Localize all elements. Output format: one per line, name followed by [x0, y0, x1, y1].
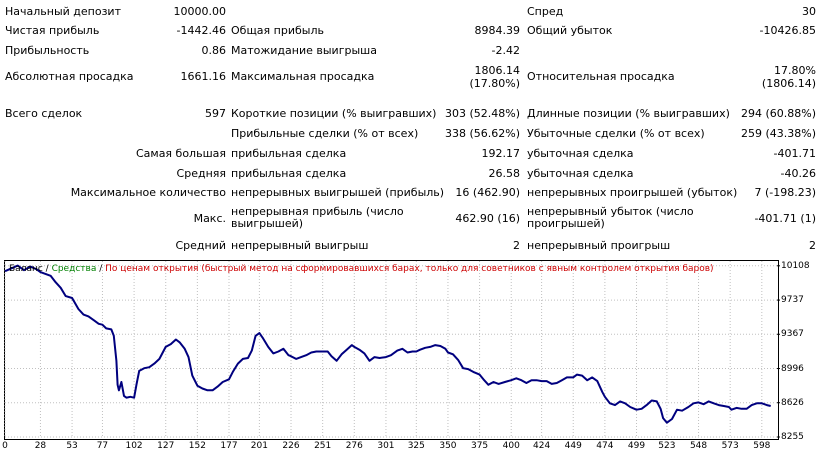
max-cons-losses-value: 7 (-198.23) — [754, 186, 816, 199]
y-tick-label: 9737 — [781, 295, 804, 306]
expected-payoff-label: Матожидание выигрыша — [231, 44, 377, 57]
spread-value: 30 — [802, 5, 816, 18]
gross-profit-value: 8984.39 — [474, 24, 521, 37]
rel-drawdown-amount: (1806.14) — [761, 77, 816, 90]
gross-loss-label: Общий убыток — [527, 24, 613, 37]
legend-separator-1: / — [42, 264, 52, 274]
max-cons-profit-label: непрерывная прибыль (число выигрышей) — [231, 205, 404, 230]
x-tick-label: 449 — [564, 441, 582, 451]
spread-label: Спред — [527, 5, 564, 18]
max-drawdown-label: Максимальная просадка — [231, 70, 375, 83]
short-positions-value: 303 (52.48%) — [444, 107, 520, 120]
x-tick-label: 375 — [470, 441, 489, 451]
average-profit-label: прибыльная сделка — [231, 167, 347, 180]
net-profit-label: Чистая прибыль — [5, 24, 100, 37]
x-tick-label: 127 — [157, 441, 175, 451]
x-tick-label: 301 — [377, 441, 395, 451]
total-trades-value: 597 — [205, 107, 226, 120]
chart-legend: Баланс / Средства / По ценам открытия (б… — [9, 264, 714, 275]
legend-separator-2: / — [96, 264, 106, 274]
avg-label: Средний — [175, 239, 226, 252]
x-tick-label: 251 — [314, 441, 332, 451]
largest-loss-label: убыточная сделка — [527, 147, 634, 160]
max-cons-wins-label: непрерывных выигрышей (прибыль) — [231, 186, 445, 199]
balance-series-line — [4, 264, 771, 424]
x-tick-label: 598 — [753, 441, 771, 451]
avg-cons-losses-label: непрерывный проигрыш — [527, 239, 671, 252]
x-tick-label: 474 — [596, 441, 614, 451]
y-tick-label: 8255 — [781, 432, 804, 442]
y-tick-label: 8626 — [781, 397, 804, 408]
x-tick-label: 0 — [2, 441, 8, 451]
x-tick-label: 424 — [533, 441, 551, 451]
max-count-label: Максимальное количество — [70, 186, 226, 199]
y-tick-label: 9367 — [781, 329, 804, 340]
largest-profit-value: 192.17 — [481, 147, 521, 160]
x-tick-label: 28 — [34, 441, 47, 451]
avg-cons-wins-value: 2 — [513, 239, 520, 252]
abs-drawdown-value: 1661.16 — [180, 70, 227, 83]
average-profit-value: 26.58 — [488, 167, 521, 180]
gross-profit-label: Общая прибыль — [231, 24, 324, 37]
rel-drawdown-label: Относительная просадка — [527, 70, 675, 83]
total-trades-label: Всего сделок — [5, 107, 83, 120]
x-tick-label: 201 — [250, 441, 268, 451]
gross-loss-value: -10426.85 — [759, 24, 816, 37]
x-tick-label: 548 — [689, 441, 708, 451]
profit-factor-value: 0.86 — [201, 44, 227, 57]
max-cons-loss-label: непрерывный убыток (число проигрышей) — [527, 205, 694, 230]
rel-drawdown-value: 17.80% — [774, 64, 816, 77]
largest-loss-value: -401.71 — [773, 147, 816, 160]
max-cons-loss-value: -401.71 (1) — [754, 212, 816, 225]
average-loss-value: -40.26 — [780, 167, 816, 180]
max-drawdown-value: 1806.14 — [474, 64, 521, 77]
y-tick-label: 10108 — [781, 260, 810, 271]
x-tick-label: 102 — [125, 441, 143, 451]
net-profit-value: -1442.46 — [176, 24, 226, 37]
x-tick-label: 325 — [407, 441, 425, 451]
x-tick-label: 499 — [627, 441, 646, 451]
largest-label: Самая большая — [135, 147, 226, 160]
legend-method: По ценам открытия (быстрый метод на сфор… — [105, 264, 714, 274]
x-tick-label: 152 — [188, 441, 206, 451]
x-tick-label: 276 — [345, 441, 363, 451]
avg-cons-losses-value: 2 — [809, 239, 816, 252]
profit-factor-label: Прибыльность — [5, 44, 90, 57]
profit-trades-value: 338 (56.62%) — [444, 127, 520, 140]
initial-deposit-label: Начальный депозит — [5, 5, 121, 18]
expected-payoff-value: -2.42 — [491, 44, 520, 57]
x-tick-label: 226 — [282, 441, 300, 451]
initial-deposit-value: 10000.00 — [173, 5, 227, 18]
x-tick-label: 53 — [66, 441, 78, 451]
y-tick-label: 8996 — [781, 363, 804, 374]
average-loss-label: убыточная сделка — [527, 167, 634, 180]
max-cons-profit-value: 462.90 (16) — [455, 212, 520, 225]
abs-drawdown-label: Абсолютная просадка — [5, 70, 134, 83]
x-tick-label: 523 — [658, 441, 676, 451]
x-tick-label: 400 — [502, 441, 520, 451]
legend-equity: Средства — [51, 264, 97, 274]
largest-profit-label: прибыльная сделка — [231, 147, 347, 160]
max-label: Макс. — [193, 212, 226, 225]
long-positions-value: 294 (60.88%) — [740, 107, 816, 120]
max-drawdown-percent: (17.80%) — [469, 77, 520, 90]
max-cons-losses-label: непрерывных проигрышей (убыток) — [527, 186, 738, 199]
profit-trades-label: Прибыльные сделки (% от всех) — [231, 127, 419, 140]
balance-chart — [4, 260, 779, 440]
x-tick-label: 350 — [439, 441, 457, 451]
max-cons-wins-value: 16 (462.90) — [455, 186, 520, 199]
legend-balance: Баланс — [9, 264, 43, 274]
x-tick-label: 573 — [721, 441, 739, 451]
x-tick-label: 177 — [220, 441, 238, 451]
x-tick-label: 77 — [96, 441, 109, 451]
loss-trades-label: Убыточные сделки (% от всех) — [527, 127, 705, 140]
average-label: Средняя — [176, 167, 226, 180]
long-positions-label: Длинные позиции (% выигравших) — [527, 107, 730, 120]
avg-cons-wins-label: непрерывный выигрыш — [231, 239, 369, 252]
short-positions-label: Короткие позиции (% выигравших) — [231, 107, 437, 120]
loss-trades-value: 259 (43.38%) — [740, 127, 816, 140]
